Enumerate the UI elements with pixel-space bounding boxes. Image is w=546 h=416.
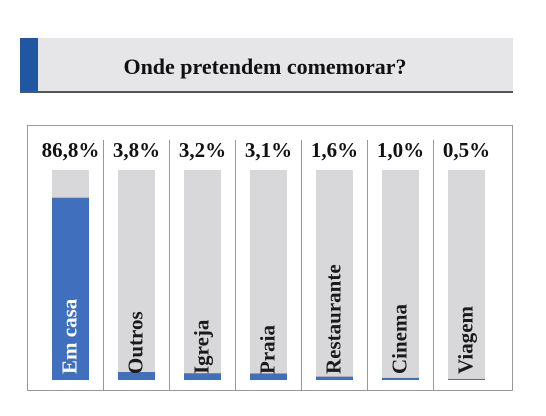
bar — [250, 373, 287, 380]
bar-track — [316, 170, 353, 380]
value-label: 1,6% — [311, 138, 358, 162]
value-label: 1,0% — [377, 138, 424, 162]
value-label: 3,8% — [113, 138, 160, 162]
bar-track — [448, 170, 485, 380]
title-band — [20, 38, 513, 92]
bar-track — [118, 170, 155, 380]
bar — [52, 197, 89, 380]
category-label: Viagem — [453, 305, 477, 374]
chart-frame — [27, 125, 513, 391]
bar-track — [184, 170, 221, 380]
category-label: Igreja — [189, 319, 213, 374]
category-label: Praia — [255, 325, 279, 374]
category-label: Em casa — [57, 298, 81, 374]
bar-track — [382, 170, 419, 380]
bar — [316, 376, 353, 380]
value-label: 86,8% — [42, 138, 100, 162]
bar — [184, 373, 221, 380]
value-label: 0,5% — [443, 138, 490, 162]
category-label: Cinema — [387, 304, 411, 374]
value-label: 3,1% — [245, 138, 292, 162]
bar — [382, 377, 419, 380]
bar — [448, 378, 485, 380]
bar-track — [250, 170, 287, 380]
chart-title: Onde pretendem comemorar? — [123, 54, 406, 79]
category-label: Restaurante — [321, 264, 345, 374]
value-label: 3,2% — [179, 138, 226, 162]
bar — [118, 372, 155, 380]
title-accent — [20, 38, 38, 92]
category-label: Outros — [123, 311, 147, 374]
